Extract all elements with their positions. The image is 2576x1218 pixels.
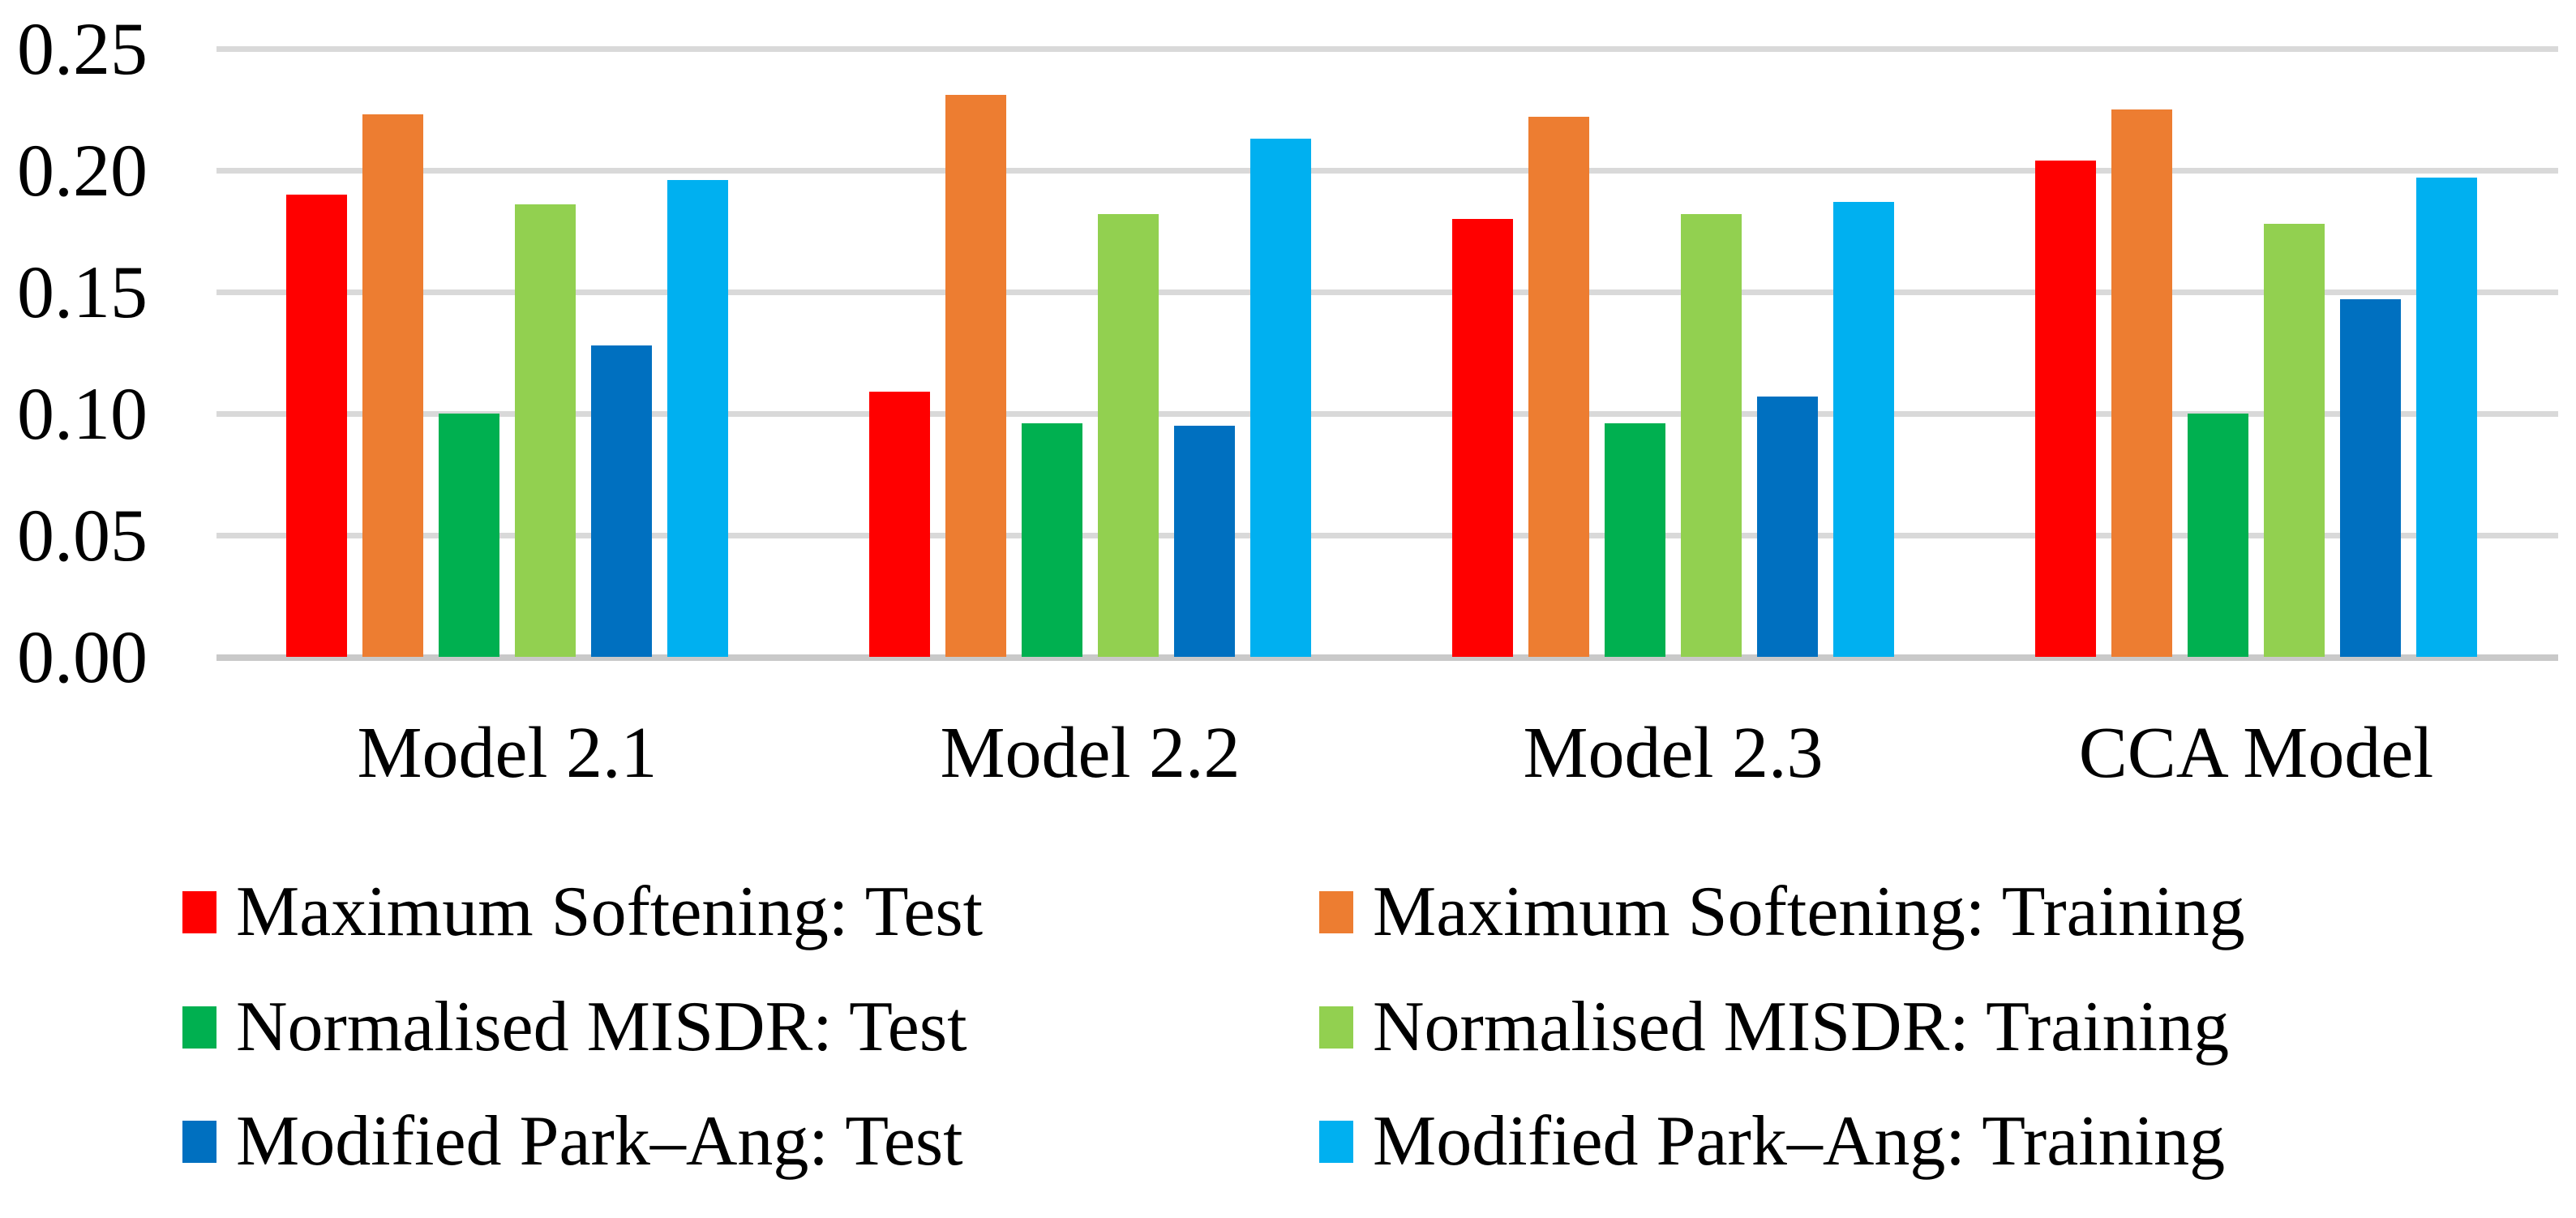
bar-model-2-2-modified-park-ang-test xyxy=(1174,426,1235,657)
legend-label-normalised-misdr-test: Normalised MISDR: Test xyxy=(236,988,967,1066)
bar-cca-model-normalised-misdr-training xyxy=(2264,224,2325,657)
bar-model-2-3-maximum-softening-training xyxy=(1528,117,1589,657)
x-axis-label-cca-model: CCA Model xyxy=(2078,713,2434,793)
y-tick-label-0.15: 0.15 xyxy=(17,251,148,333)
bar-cca-model-modified-park-ang-training xyxy=(2416,178,2477,657)
legend-item-modified-park-ang-test: Modified Park–Ang: Test xyxy=(182,1106,963,1177)
x-axis-line xyxy=(216,654,2558,661)
legend-swatch-modified-park-ang-test xyxy=(182,1121,216,1163)
bar-model-2-2-modified-park-ang-training xyxy=(1250,139,1311,657)
y-tick-label-0.10: 0.10 xyxy=(17,372,148,455)
gridline-0.05 xyxy=(216,533,2558,538)
bar-model-2-2-normalised-misdr-test xyxy=(1022,423,1082,657)
x-axis-label-model-2-3: Model 2.3 xyxy=(1523,713,1824,793)
bar-cca-model-normalised-misdr-test xyxy=(2188,414,2248,657)
bar-model-2-1-modified-park-ang-test xyxy=(591,345,652,657)
legend-swatch-normalised-misdr-test xyxy=(182,1006,216,1049)
bar-model-2-1-normalised-misdr-training xyxy=(515,204,576,657)
legend-label-maximum-softening-test: Maximum Softening: Test xyxy=(236,873,984,951)
bar-model-2-1-maximum-softening-training xyxy=(362,114,423,657)
legend-item-maximum-softening-training: Maximum Softening: Training xyxy=(1319,877,2245,948)
legend-swatch-maximum-softening-training xyxy=(1319,891,1353,933)
y-tick-label-0.00: 0.00 xyxy=(17,615,148,698)
bar-model-2-3-modified-park-ang-training xyxy=(1833,202,1894,657)
gridline-0.15 xyxy=(216,289,2558,295)
bar-model-2-2-normalised-misdr-training xyxy=(1098,214,1159,657)
bar-model-2-2-maximum-softening-training xyxy=(945,95,1006,657)
legend-swatch-modified-park-ang-training xyxy=(1319,1121,1353,1163)
gridline-0.20 xyxy=(216,168,2558,174)
bar-model-2-3-modified-park-ang-test xyxy=(1757,397,1818,657)
legend-label-modified-park-ang-test: Modified Park–Ang: Test xyxy=(236,1102,963,1181)
bar-model-2-3-normalised-misdr-training xyxy=(1681,214,1742,657)
y-tick-label-0.05: 0.05 xyxy=(17,494,148,577)
bar-cca-model-modified-park-ang-test xyxy=(2340,299,2401,657)
legend-label-normalised-misdr-training: Normalised MISDR: Training xyxy=(1373,988,2230,1066)
bar-model-2-1-maximum-softening-test xyxy=(286,195,347,657)
legend-label-modified-park-ang-training: Modified Park–Ang: Training xyxy=(1373,1102,2226,1181)
legend-swatch-normalised-misdr-training xyxy=(1319,1006,1353,1049)
bar-model-2-3-maximum-softening-test xyxy=(1452,219,1513,657)
bar-model-2-1-modified-park-ang-training xyxy=(667,180,728,657)
y-tick-label-0.20: 0.20 xyxy=(17,129,148,212)
bar-cca-model-maximum-softening-test xyxy=(2035,161,2096,657)
legend-label-maximum-softening-training: Maximum Softening: Training xyxy=(1373,873,2245,951)
bar-model-2-2-maximum-softening-test xyxy=(869,392,930,657)
bar-model-2-1-normalised-misdr-test xyxy=(439,414,499,657)
legend-item-normalised-misdr-training: Normalised MISDR: Training xyxy=(1319,992,2229,1063)
bar-model-2-3-normalised-misdr-test xyxy=(1605,423,1665,657)
bar-cca-model-maximum-softening-training xyxy=(2111,109,2172,657)
legend-item-maximum-softening-test: Maximum Softening: Test xyxy=(182,877,983,948)
y-tick-label-0.25: 0.25 xyxy=(17,7,148,90)
x-axis-label-model-2-2: Model 2.2 xyxy=(940,713,1241,793)
legend-item-normalised-misdr-test: Normalised MISDR: Test xyxy=(182,992,967,1063)
gridline-0.10 xyxy=(216,411,2558,417)
legend-swatch-maximum-softening-test xyxy=(182,891,216,933)
gridline-0.25 xyxy=(216,46,2558,52)
legend-item-modified-park-ang-training: Modified Park–Ang: Training xyxy=(1319,1106,2225,1177)
x-axis-label-model-2-1: Model 2.1 xyxy=(357,713,658,793)
